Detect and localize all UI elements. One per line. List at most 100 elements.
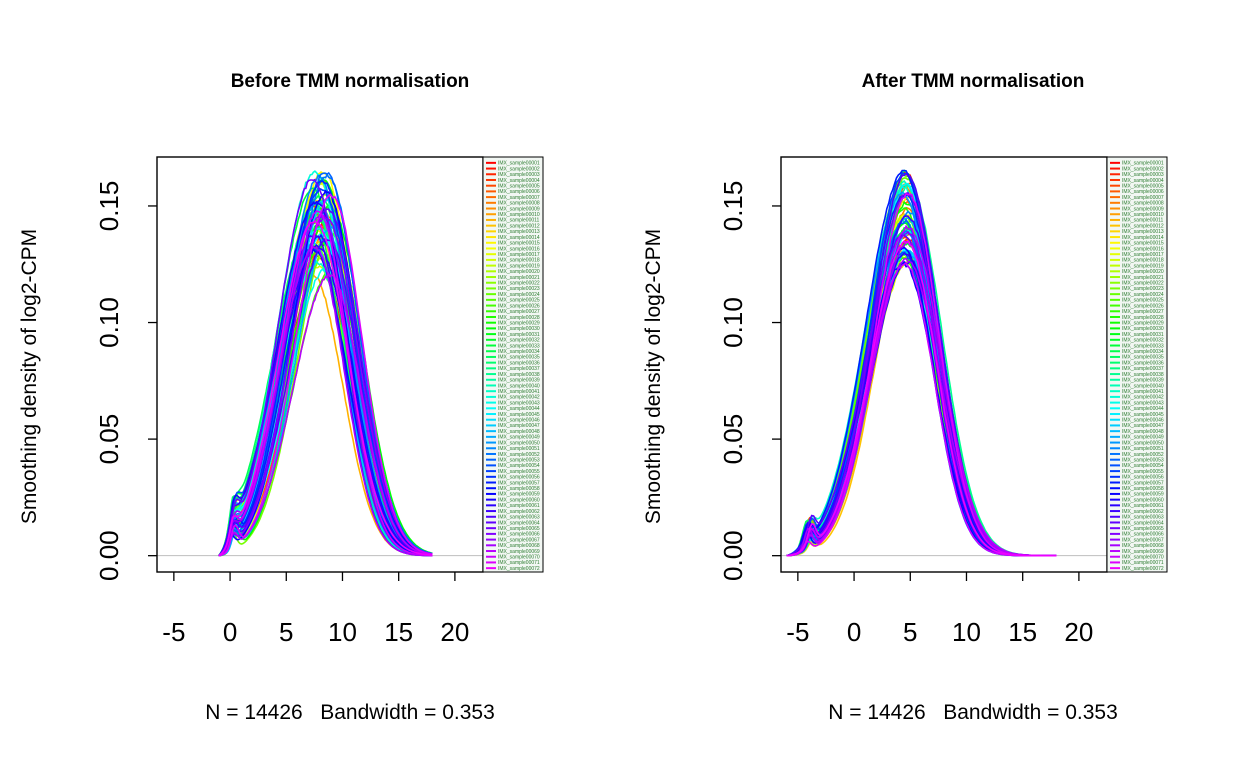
legend-label: IMX_sample00024 xyxy=(498,292,540,298)
legend-label: IMX_sample00002 xyxy=(1122,166,1164,172)
legend-label: IMX_sample00021 xyxy=(1122,275,1164,281)
legend-label: IMX_sample00053 xyxy=(1122,457,1164,463)
legend-label: IMX_sample00042 xyxy=(498,395,540,401)
y-tick-label: 0.15 xyxy=(94,181,124,232)
legend-label: IMX_sample00029 xyxy=(498,320,540,326)
legend-label: IMX_sample00044 xyxy=(498,406,540,412)
legend-label: IMX_sample00001 xyxy=(1122,161,1164,167)
chart-title: After TMM normalisation xyxy=(862,71,1085,92)
legend-label: IMX_sample00027 xyxy=(1122,309,1164,315)
legend-label: IMX_sample00010 xyxy=(1122,212,1164,218)
legend-label: IMX_sample00057 xyxy=(498,480,540,486)
legend-label: IMX_sample00065 xyxy=(1122,526,1164,532)
legend-label: IMX_sample00049 xyxy=(1122,435,1164,441)
legend-label: IMX_sample00061 xyxy=(498,503,540,509)
legend-label: IMX_sample00008 xyxy=(498,201,540,207)
legend-label: IMX_sample00028 xyxy=(498,315,540,321)
x-tick-label: 0 xyxy=(847,617,861,647)
legend-label: IMX_sample00022 xyxy=(1122,281,1164,287)
x-tick-label: 10 xyxy=(328,617,357,647)
legend-label: IMX_sample00026 xyxy=(498,303,540,309)
legend-label: IMX_sample00035 xyxy=(1122,355,1164,361)
legend-label: IMX_sample00043 xyxy=(1122,400,1164,406)
density-line-IMX_sample00070 xyxy=(218,210,433,557)
legend-label: IMX_sample00013 xyxy=(498,229,540,235)
legend-label: IMX_sample00048 xyxy=(1122,429,1164,435)
legend-label: IMX_sample00049 xyxy=(498,435,540,441)
legend-label: IMX_sample00067 xyxy=(1122,537,1164,543)
x-tick-label: 5 xyxy=(903,617,917,647)
legend-label: IMX_sample00068 xyxy=(498,543,540,549)
legend-label: IMX_sample00007 xyxy=(498,195,540,201)
y-tick-label: 0.05 xyxy=(94,414,124,465)
legend-label: IMX_sample00004 xyxy=(498,178,540,184)
legend-label: IMX_sample00037 xyxy=(498,366,540,372)
y-tick-label: 0.10 xyxy=(718,297,748,348)
legend-label: IMX_sample00008 xyxy=(1122,201,1164,207)
density-line-IMX_sample00072 xyxy=(786,239,1057,557)
legend-label: IMX_sample00060 xyxy=(498,497,540,503)
legend-label: IMX_sample00030 xyxy=(498,326,540,332)
legend-label: IMX_sample00071 xyxy=(1122,560,1164,566)
legend-label: IMX_sample00059 xyxy=(498,492,540,498)
legend-label: IMX_sample00052 xyxy=(1122,452,1164,458)
legend-label: IMX_sample00017 xyxy=(1122,252,1164,258)
panel-before: Before TMM normalisation Smoothing densit… xyxy=(18,71,544,724)
legend-label: IMX_sample00063 xyxy=(1122,515,1164,521)
y-tick-label: 0.00 xyxy=(718,530,748,581)
legend-label: IMX_sample00047 xyxy=(1122,423,1164,429)
y-tick-label: 0.05 xyxy=(718,414,748,465)
legend-label: IMX_sample00040 xyxy=(1122,383,1164,389)
legend-label: IMX_sample00036 xyxy=(1122,360,1164,366)
legend-label: IMX_sample00019 xyxy=(1122,263,1164,269)
legend-label: IMX_sample00069 xyxy=(498,549,540,555)
density-line-IMX_sample00066 xyxy=(218,214,433,557)
legend-label: IMX_sample00050 xyxy=(1122,440,1164,446)
legend-label: IMX_sample00065 xyxy=(498,526,540,532)
chart-title: Before TMM normalisation xyxy=(231,71,470,92)
legend-label: IMX_sample00039 xyxy=(1122,378,1164,384)
x-tick-label: 20 xyxy=(440,617,469,647)
legend-label: IMX_sample00053 xyxy=(498,457,540,463)
legend-label: IMX_sample00021 xyxy=(498,275,540,281)
legend-label: IMX_sample00051 xyxy=(1122,446,1164,452)
legend-label: IMX_sample00054 xyxy=(1122,463,1164,469)
legend-label: IMX_sample00046 xyxy=(498,418,540,424)
legend-label: IMX_sample00012 xyxy=(498,223,540,229)
legend-label: IMX_sample00042 xyxy=(1122,395,1164,401)
legend-label: IMX_sample00056 xyxy=(1122,475,1164,481)
legend-label: IMX_sample00057 xyxy=(1122,480,1164,486)
legend-label: IMX_sample00037 xyxy=(1122,366,1164,372)
legend-label: IMX_sample00055 xyxy=(1122,469,1164,475)
legend-label: IMX_sample00007 xyxy=(1122,195,1164,201)
legend-label: IMX_sample00068 xyxy=(1122,543,1164,549)
legend-label: IMX_sample00064 xyxy=(498,520,540,526)
legend-label: IMX_sample00071 xyxy=(498,560,540,566)
legend-label: IMX_sample00050 xyxy=(498,440,540,446)
legend-label: IMX_sample00014 xyxy=(498,235,540,241)
legend-label: IMX_sample00032 xyxy=(1122,338,1164,344)
legend-label: IMX_sample00045 xyxy=(1122,412,1164,418)
legend-label: IMX_sample00036 xyxy=(498,360,540,366)
legend-label: IMX_sample00031 xyxy=(498,332,540,338)
legend-label: IMX_sample00002 xyxy=(498,166,540,172)
legend-label: IMX_sample00072 xyxy=(498,566,540,572)
legend-label: IMX_sample00003 xyxy=(498,172,540,178)
legend-label: IMX_sample00070 xyxy=(498,555,540,561)
legend-label: IMX_sample00006 xyxy=(498,189,540,195)
x-tick-label: 20 xyxy=(1064,617,1093,647)
x-tick-label: -5 xyxy=(162,617,185,647)
legend-label: IMX_sample00023 xyxy=(1122,286,1164,292)
legend-label: IMX_sample00046 xyxy=(1122,418,1164,424)
y-tick-label: 0.10 xyxy=(94,297,124,348)
legend-label: IMX_sample00020 xyxy=(498,269,540,275)
legend-label: IMX_sample00031 xyxy=(1122,332,1164,338)
legend-label: IMX_sample00052 xyxy=(498,452,540,458)
legend: IMX_sample00001IMX_sample00002IMX_sample… xyxy=(482,156,544,573)
legend-label: IMX_sample00018 xyxy=(1122,258,1164,264)
legend-label: IMX_sample00013 xyxy=(1122,229,1164,235)
legend-label: IMX_sample00030 xyxy=(1122,326,1164,332)
legend-label: IMX_sample00012 xyxy=(1122,223,1164,229)
legend-label: IMX_sample00048 xyxy=(498,429,540,435)
legend-label: IMX_sample00022 xyxy=(498,281,540,287)
